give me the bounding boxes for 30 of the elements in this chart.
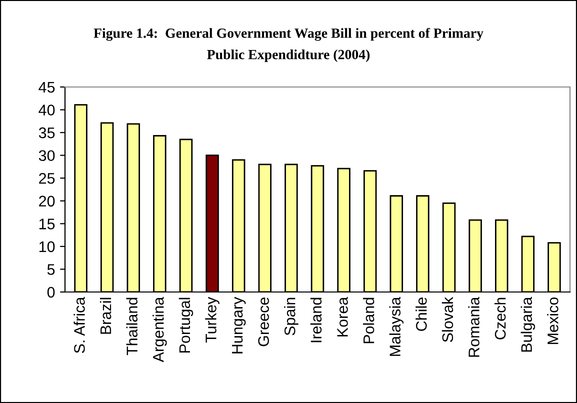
x-tick-label: Korea — [337, 296, 348, 336]
y-tick-label: 35 — [38, 127, 55, 138]
y-tick-label: 0 — [47, 286, 55, 298]
y-tick-label: 25 — [39, 172, 55, 184]
y-tick-label: 45 — [38, 82, 55, 93]
chart-title: Figure 1.4: General Government Wage Bill in percent of Primary Public Expendidture (2004) — [94, 28, 484, 62]
x-tick-label: Romania — [468, 296, 480, 357]
x-tick-label: Spain — [284, 298, 298, 336]
x-tick-label: Bulgaria — [520, 296, 536, 352]
x-tick-label: Slovak — [442, 296, 454, 342]
x-tick-label: Czech — [494, 298, 506, 340]
y-tick-label: 30 — [38, 150, 55, 162]
x-tick-label: Poland — [362, 298, 374, 344]
x-tick-label: Portugal — [178, 298, 194, 353]
x-tick-label: Ireland — [310, 298, 322, 342]
y-tick-label: 10 — [39, 241, 55, 252]
x-tick-label: Hungary — [232, 296, 246, 354]
x-tick-label: Thailand — [126, 298, 138, 356]
y-tick-label: 5 — [47, 264, 55, 275]
y-tick-label: 20 — [39, 196, 55, 207]
y-tick-label: 15 — [39, 218, 55, 230]
x-tick-label: Turkey — [205, 296, 220, 343]
x-tick-label: Brazil — [100, 298, 112, 334]
x-tick-label: Chile — [416, 298, 427, 331]
x-tick-label: Argentina — [152, 296, 167, 362]
x-tick-label: S. Africa — [74, 296, 85, 354]
x-tick-label: Mexico — [547, 298, 558, 344]
y-tick-label: 40 — [38, 104, 55, 116]
x-tick-label: Greece — [258, 298, 269, 346]
x-tick-label: Malaysia — [389, 296, 404, 356]
